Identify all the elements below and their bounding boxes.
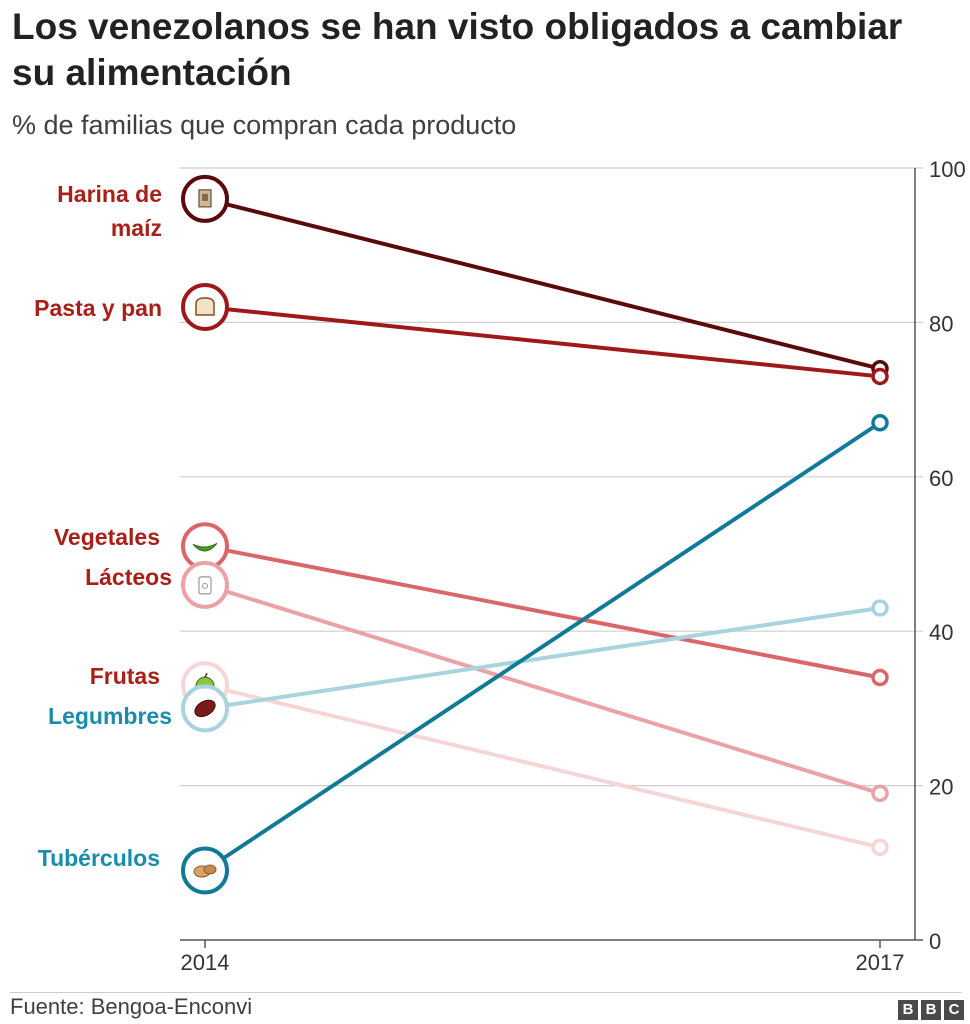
- series-label: Harina de maíz: [57, 181, 162, 241]
- series-line: [181, 522, 889, 687]
- series-path: [203, 582, 882, 796]
- end-marker: [871, 784, 889, 803]
- end-marker: [871, 367, 889, 386]
- potato-icon: [193, 864, 217, 878]
- series-label-line: Lácteos: [85, 564, 172, 590]
- flour-bag-label: [202, 193, 208, 201]
- series-path: [203, 196, 882, 371]
- end-marker: [871, 414, 889, 432]
- source-note: Fuente: Bengoa-Enconvi: [10, 994, 253, 1019]
- series-path: [203, 606, 882, 711]
- carton-shape: [198, 576, 212, 595]
- series-label-line: Harina de: [57, 181, 162, 207]
- footer-divider: [10, 992, 962, 993]
- apple-stem: [204, 672, 208, 678]
- series-label-line: Pasta y pan: [34, 295, 162, 321]
- series-label: Pasta y pan: [34, 295, 162, 321]
- carton-mark: [202, 582, 208, 589]
- y-tick-label: 0: [929, 929, 941, 954]
- logo-letter: B: [898, 1000, 918, 1020]
- series-path: [203, 544, 882, 680]
- series-label-line: Tubérculos: [38, 845, 160, 871]
- series-line: [181, 560, 889, 803]
- y-tick-label: 100: [929, 157, 966, 182]
- series-label: Vegetales: [54, 524, 160, 550]
- chart-subtitle: % de familias que compran cada producto: [12, 110, 517, 140]
- green-pepper-icon: [192, 542, 218, 552]
- bean-icon: [194, 699, 216, 718]
- end-marker: [871, 668, 889, 687]
- series-label-line: Vegetales: [54, 524, 160, 550]
- series-label: Tubérculos: [38, 845, 160, 871]
- series-line: [181, 174, 889, 378]
- logo-letter: B: [921, 1000, 941, 1020]
- series-line: [181, 414, 889, 895]
- y-tick-label: 60: [929, 466, 953, 491]
- series-label-line: Legumbres: [48, 703, 172, 729]
- grid: [180, 167, 923, 941]
- series-label: Lácteos: [85, 564, 172, 590]
- series-label: Legumbres: [48, 703, 172, 729]
- series-line: [181, 661, 889, 857]
- end-marker: [871, 599, 889, 617]
- y-tick-label: 80: [929, 311, 953, 336]
- x-tick-label: 2017: [856, 950, 905, 975]
- pepper-shape: [192, 542, 218, 552]
- series-label-line: Frutas: [90, 663, 160, 689]
- series-line: [181, 599, 889, 733]
- y-tick-label: 40: [929, 620, 953, 645]
- y-tick-label: 20: [929, 775, 953, 800]
- milk-carton-icon: [198, 576, 212, 595]
- line-chart: 0 20 40 60 80 100 2014 2017 Harina de maíz Pasta …: [34, 157, 966, 975]
- series-path: [203, 304, 882, 379]
- series-path: [203, 683, 882, 850]
- logo-letter: C: [944, 1000, 964, 1020]
- axes: 0 20 40 60 80 100 2014 2017: [181, 157, 966, 975]
- series-label: Frutas: [90, 663, 160, 689]
- series-line: [181, 282, 889, 386]
- chart-title: Los venezolanos se han visto obligados a…: [12, 6, 903, 93]
- series-label-line: maíz: [111, 215, 162, 241]
- series-path: [203, 420, 882, 873]
- bread-icon: [195, 297, 215, 316]
- end-marker: [871, 838, 889, 857]
- series: [181, 174, 889, 895]
- flour-bag-icon: [198, 189, 212, 208]
- bbc-logo: B B C: [898, 1000, 964, 1020]
- potato-shape: [203, 864, 217, 875]
- x-tick-label: 2014: [181, 950, 230, 975]
- bean-shape: [194, 699, 216, 718]
- series-labels: Harina de maíz Pasta y pan Vegetales Lácteos…: [34, 181, 172, 871]
- bread-shape: [195, 297, 215, 316]
